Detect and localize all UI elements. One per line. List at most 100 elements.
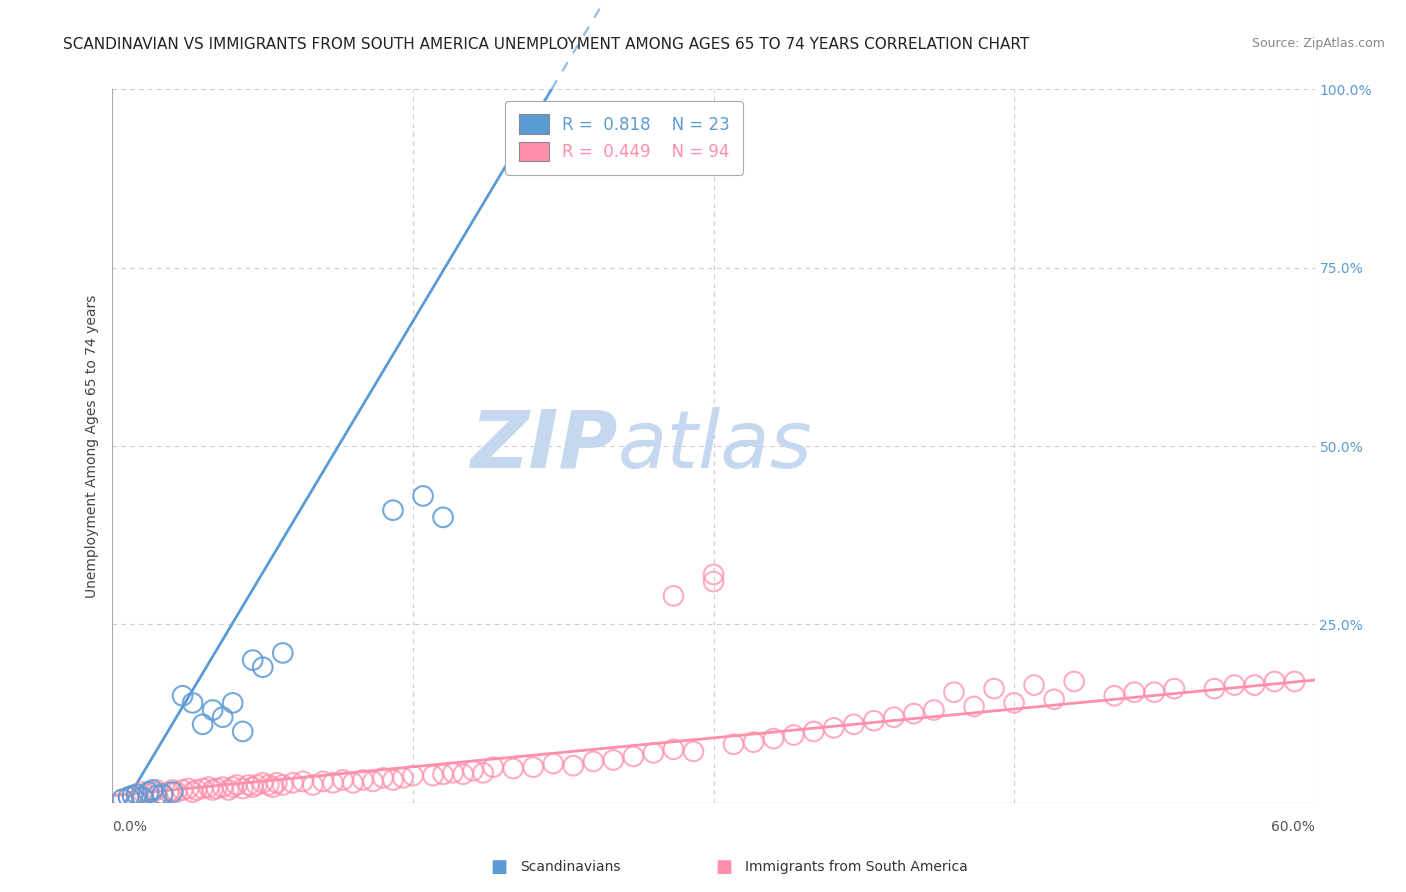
Point <box>117 790 139 805</box>
Point <box>225 778 247 792</box>
Point <box>312 774 335 789</box>
Point <box>332 772 354 787</box>
Point <box>723 737 745 751</box>
Point <box>1043 692 1066 706</box>
Text: Scandinavians: Scandinavians <box>520 860 620 874</box>
Point <box>242 653 264 667</box>
Point <box>1002 696 1025 710</box>
Point <box>472 765 495 780</box>
Point <box>1223 678 1246 692</box>
Point <box>177 781 200 796</box>
Point <box>762 731 785 746</box>
Point <box>342 776 364 790</box>
Point <box>432 767 454 781</box>
Point <box>117 790 139 805</box>
Point <box>157 785 180 799</box>
Text: Immigrants from South America: Immigrants from South America <box>745 860 967 874</box>
Point <box>302 778 325 792</box>
Point <box>352 772 374 787</box>
Point <box>141 785 163 799</box>
Point <box>181 696 204 710</box>
Point <box>1024 678 1046 692</box>
Point <box>702 574 725 589</box>
Point <box>382 772 405 787</box>
Text: ■: ■ <box>716 858 733 876</box>
Point <box>246 778 269 792</box>
Point <box>742 735 765 749</box>
Point <box>242 780 264 794</box>
Point <box>145 783 167 797</box>
Point <box>121 789 143 803</box>
Text: 60.0%: 60.0% <box>1271 821 1315 834</box>
Text: SCANDINAVIAN VS IMMIGRANTS FROM SOUTH AMERICA UNEMPLOYMENT AMONG AGES 65 TO 74 Y: SCANDINAVIAN VS IMMIGRANTS FROM SOUTH AM… <box>63 37 1029 53</box>
Point <box>441 765 464 780</box>
Point <box>266 776 288 790</box>
Point <box>222 780 245 794</box>
Point <box>191 781 214 796</box>
Point <box>138 785 160 799</box>
Point <box>201 703 224 717</box>
Point <box>502 762 524 776</box>
Point <box>222 696 245 710</box>
Point <box>131 785 153 799</box>
Text: ■: ■ <box>491 858 508 876</box>
Text: ZIP: ZIP <box>470 407 617 485</box>
Point <box>131 790 153 805</box>
Point <box>291 774 314 789</box>
Point <box>963 699 986 714</box>
Point <box>382 503 405 517</box>
Point <box>211 780 233 794</box>
Point <box>1264 674 1286 689</box>
Point <box>702 567 725 582</box>
Point <box>582 755 605 769</box>
Point <box>361 774 384 789</box>
Point <box>602 753 624 767</box>
Point <box>461 764 484 778</box>
Point <box>322 776 344 790</box>
Point <box>238 778 260 792</box>
Point <box>562 758 585 772</box>
Point <box>903 706 925 721</box>
Point <box>181 785 204 799</box>
Point <box>232 781 254 796</box>
Text: atlas: atlas <box>617 407 813 485</box>
Point <box>191 717 214 731</box>
Point <box>412 489 434 503</box>
Point <box>201 783 224 797</box>
Point <box>432 510 454 524</box>
Text: Source: ZipAtlas.com: Source: ZipAtlas.com <box>1251 37 1385 51</box>
Point <box>1163 681 1185 696</box>
Point <box>211 710 233 724</box>
Point <box>111 792 134 806</box>
Point <box>125 787 148 801</box>
Point <box>125 787 148 801</box>
Point <box>643 746 665 760</box>
Point <box>1204 681 1226 696</box>
Point <box>1243 678 1265 692</box>
Point <box>218 783 240 797</box>
Point <box>662 589 685 603</box>
Point <box>162 785 184 799</box>
Point <box>883 710 905 724</box>
Point <box>983 681 1005 696</box>
Point <box>257 778 280 792</box>
Point <box>543 756 565 771</box>
Point <box>162 783 184 797</box>
Point <box>392 771 415 785</box>
Point <box>186 783 208 797</box>
Point <box>152 787 174 801</box>
Point <box>121 789 143 803</box>
Point <box>271 646 294 660</box>
Point <box>141 783 163 797</box>
Point <box>252 776 274 790</box>
Point <box>1063 674 1085 689</box>
Point <box>138 787 160 801</box>
Point <box>942 685 965 699</box>
Point <box>863 714 886 728</box>
Point <box>621 749 644 764</box>
Point <box>782 728 804 742</box>
Point <box>1284 674 1306 689</box>
Point <box>281 776 304 790</box>
Point <box>111 792 134 806</box>
Point <box>682 744 704 758</box>
